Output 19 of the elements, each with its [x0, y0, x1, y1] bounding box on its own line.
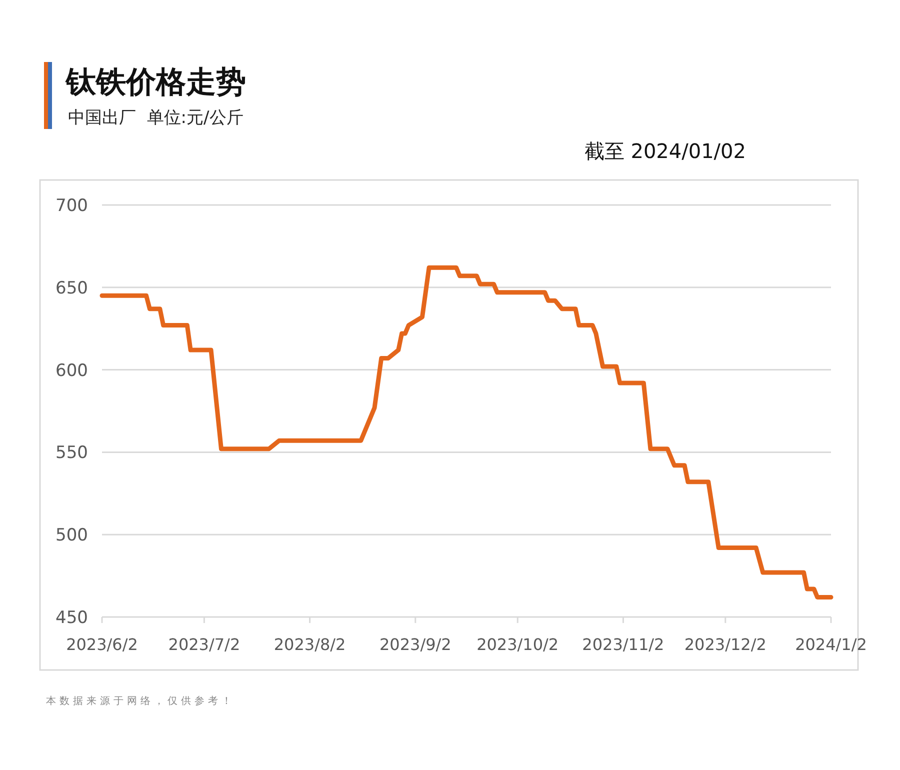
x-tick-label: 2023/10/2	[476, 635, 559, 654]
x-tick-label: 2024/1/2	[795, 635, 867, 654]
line-series	[100, 265, 834, 600]
text: 本数据来源于网络，仅供参考！	[46, 695, 235, 707]
x-tick-label: 2023/8/2	[274, 635, 346, 654]
x-tick-label: 2023/7/2	[168, 635, 240, 654]
y-tick-label: 450	[56, 608, 88, 628]
chart-subtitle: 中国出厂 单位:元/公斤	[68, 108, 244, 128]
x-tick-label: 2023/9/2	[379, 635, 452, 654]
y-tick-label: 700	[56, 196, 88, 216]
x-tick-label: 2023/12/2	[684, 635, 766, 654]
x-tick-label: 2023/11/2	[582, 635, 664, 654]
y-tick-label: 650	[56, 278, 88, 298]
chart-title: 钛铁价格走势	[65, 65, 246, 100]
y-tick-label: 600	[56, 360, 88, 381]
y-tick-label: 550	[56, 443, 88, 464]
x-tick-label: 2023/6/2	[66, 635, 138, 654]
y-tick-label: 500	[56, 526, 88, 546]
text: 截至 2024/01/02	[584, 139, 746, 163]
